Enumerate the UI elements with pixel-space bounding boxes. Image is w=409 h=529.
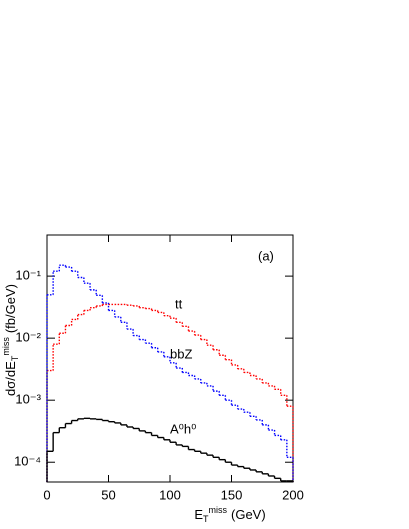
series-label: A⁰h⁰: [170, 421, 196, 436]
y-tick-label: 10⁻³: [15, 392, 41, 407]
y-label-sub: T: [10, 355, 20, 361]
x-tick-label: 200: [282, 487, 304, 502]
x-label-sup: miss: [209, 505, 228, 515]
x-tick-label: 0: [43, 487, 50, 502]
y-label-sup: miss: [1, 337, 11, 356]
y-axis-label: dσ/dETmiss (fb/GeV): [1, 284, 20, 396]
x-tick-label: 100: [159, 487, 181, 502]
x-tick-label: 50: [101, 487, 115, 502]
series-label: tt: [175, 296, 183, 311]
y-tick-label: 10⁻²: [15, 330, 41, 345]
x-axis-label: ETmiss (GeV): [194, 505, 265, 524]
y-label-unit: (fb/GeV): [3, 284, 18, 333]
x-label-sub: T: [203, 514, 209, 524]
series-label: bbZ: [170, 346, 192, 361]
y-tick-label: 10⁻¹: [15, 268, 41, 283]
x-label-unit: (GeV): [231, 507, 266, 522]
y-tick-label: 10⁻⁴: [14, 454, 41, 469]
x-tick-label: 150: [221, 487, 243, 502]
panel-label: (a): [258, 248, 274, 263]
x-label-main: E: [194, 507, 203, 522]
y-label-main: dσ/dE: [3, 361, 18, 396]
